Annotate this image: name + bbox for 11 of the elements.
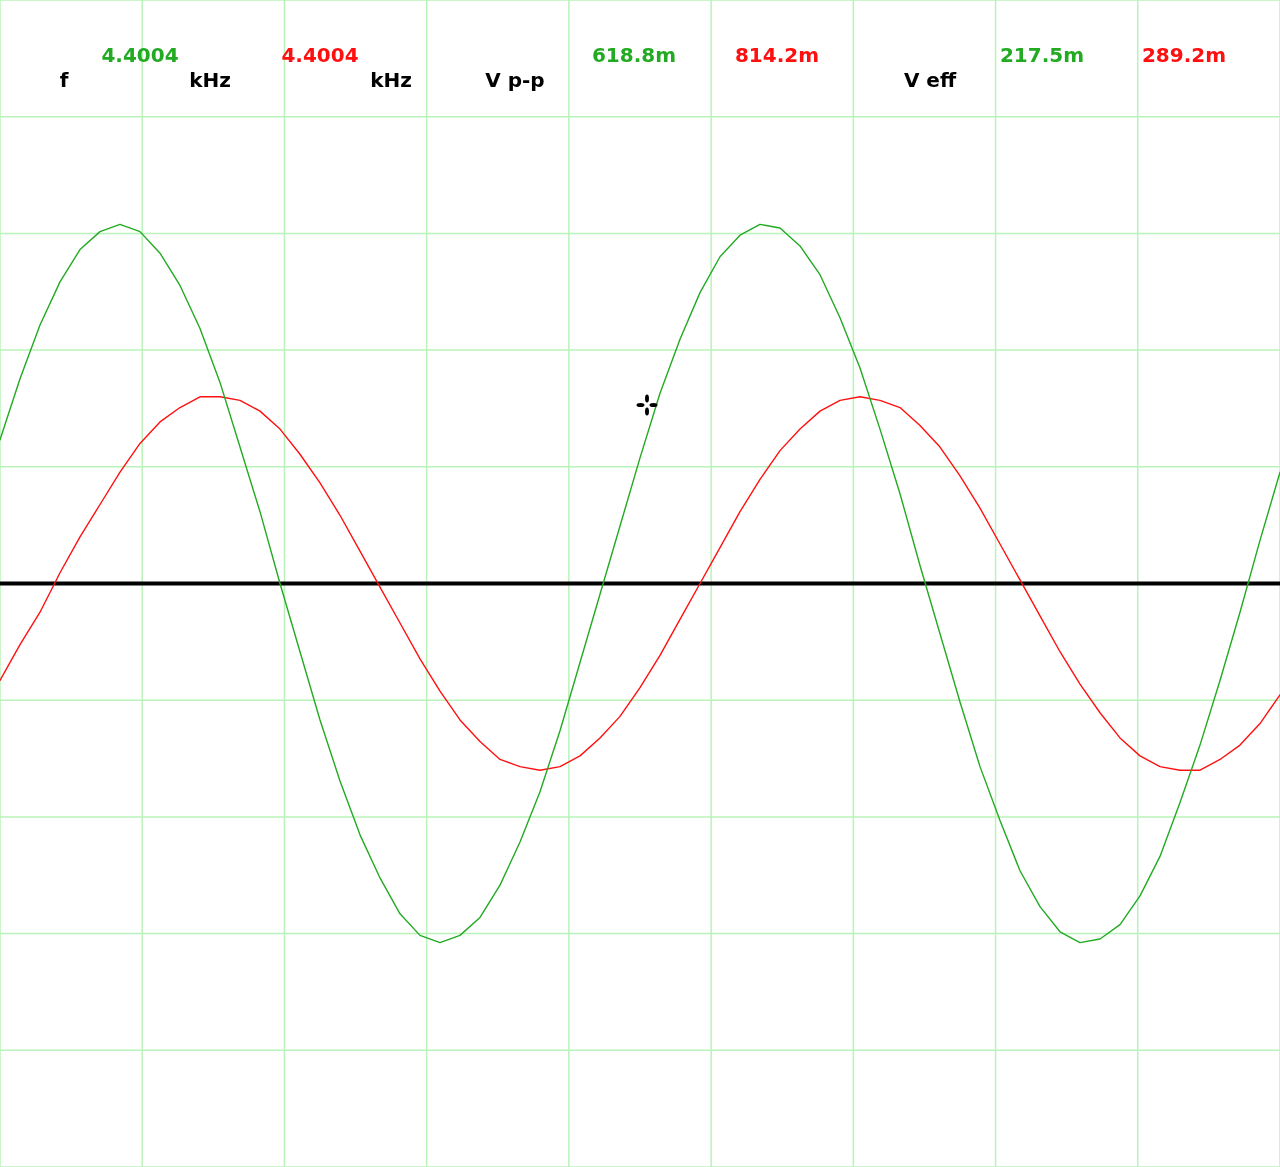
text: 618.8m	[591, 43, 677, 67]
text: 217.5m	[999, 43, 1085, 67]
text: kHz	[189, 68, 231, 92]
text: 4.4004	[101, 43, 179, 67]
text: 4.4004	[281, 43, 359, 67]
text: kHz	[370, 68, 412, 92]
text: 289.2m	[1141, 43, 1227, 67]
text: f	[59, 68, 69, 92]
text: V p-p	[485, 68, 545, 92]
text: V eff	[903, 68, 957, 92]
text: 814.2m	[734, 43, 820, 67]
